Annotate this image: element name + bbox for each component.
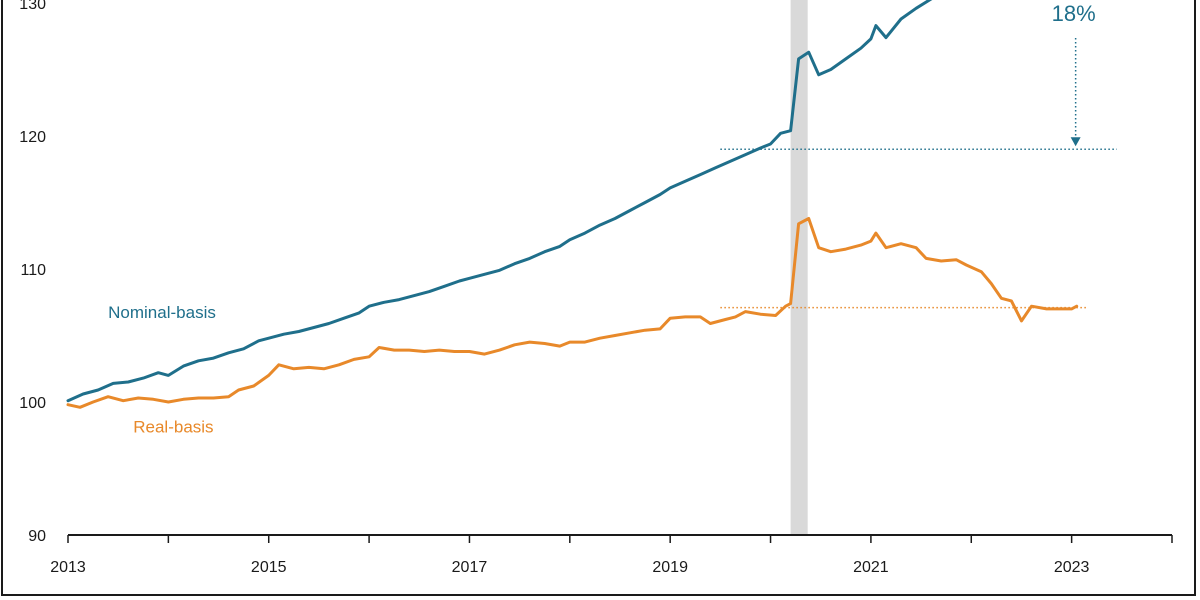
series-line-real-basis (66, 217, 1079, 409)
series-label-real-basis: Real-basis (133, 418, 213, 437)
x-tick-labels: 2013 2015 2017 2019 2021 2023 (50, 559, 1089, 576)
y-tick-label: 110 (20, 262, 46, 279)
axis-layer (67, 534, 1173, 543)
series-layer (66, 0, 1079, 409)
y-tick-label: 120 (19, 129, 46, 146)
x-tick-label: 2019 (652, 559, 688, 576)
y-tick-label: 100 (19, 395, 46, 412)
series-labels: Nominal-basis Real-basis (108, 303, 216, 436)
annotations: 18% (1052, 1, 1096, 147)
y-tick-label: 130 (19, 0, 46, 13)
series-label-nominal-basis: Nominal-basis (108, 303, 216, 322)
reference-lines-layer (720, 148, 1117, 309)
x-tick-label: 2017 (452, 559, 488, 576)
annotation-arrow-head (1070, 137, 1081, 147)
shaded-band-layer (790, 0, 808, 535)
x-tick-label: 2013 (50, 559, 86, 576)
x-tick-label: 2021 (853, 559, 889, 576)
series-line-nominal-basis (66, 0, 933, 403)
x-tick-label: 2015 (251, 559, 287, 576)
annotation-label: 18% (1052, 1, 1096, 26)
x-tick-label: 2023 (1054, 559, 1090, 576)
shaded-band (790, 0, 808, 535)
y-tick-label: 90 (28, 528, 46, 545)
y-tick-labels: 90 100 110 120 130 (19, 0, 46, 545)
